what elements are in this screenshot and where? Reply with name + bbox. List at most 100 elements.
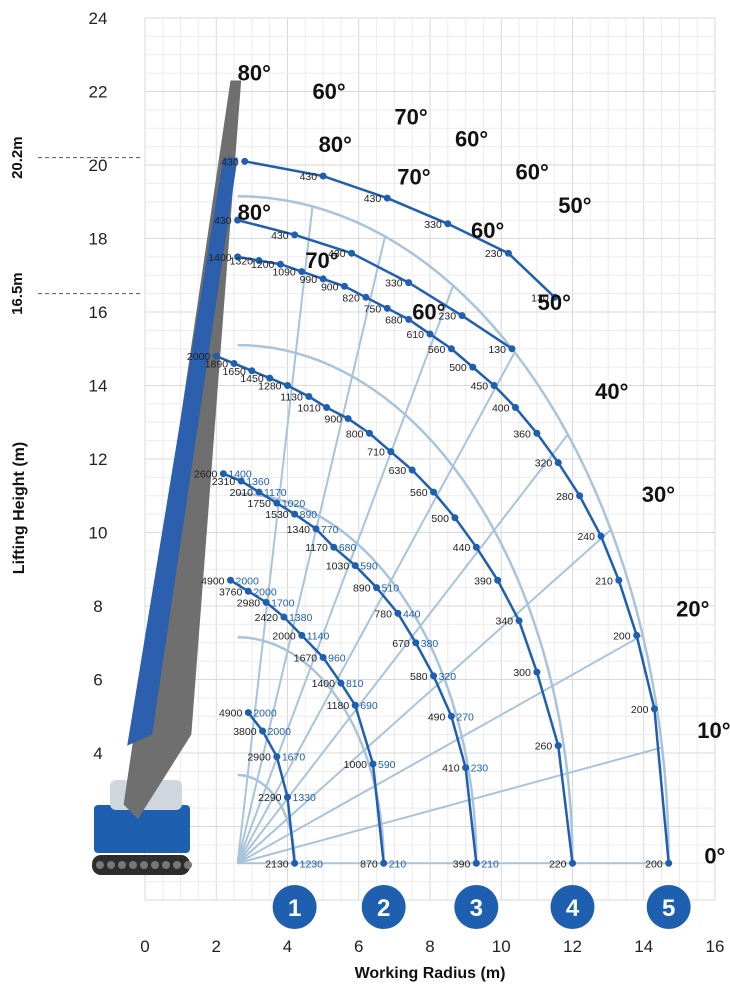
- y-tick-label: 12: [89, 450, 108, 469]
- load-label: 2000: [272, 630, 296, 642]
- data-point: [554, 742, 562, 750]
- load-label: 2000: [187, 351, 211, 363]
- crane-wheel: [129, 861, 137, 869]
- angle-ray: [237, 746, 663, 865]
- load-label-secondary: 1360: [246, 476, 270, 488]
- data-point: [408, 466, 416, 474]
- load-label-secondary: 210: [481, 858, 499, 870]
- load-label: 390: [474, 575, 492, 587]
- load-label: 890: [353, 583, 371, 595]
- data-point: [323, 404, 331, 412]
- crane-wheel: [107, 861, 115, 869]
- x-tick-label: 10: [492, 937, 511, 956]
- data-point: [383, 304, 391, 312]
- load-label: 2600: [194, 469, 218, 481]
- x-tick-label: 14: [634, 937, 653, 956]
- load-label: 3800: [233, 726, 257, 738]
- load-label: 330: [424, 219, 442, 231]
- x-tick-label: 12: [563, 937, 582, 956]
- load-label: 430: [221, 156, 239, 168]
- light-arc: [237, 194, 670, 864]
- x-axis-title: Working Radius (m): [355, 965, 506, 982]
- data-point: [444, 220, 452, 228]
- load-label: 410: [442, 763, 460, 775]
- data-point: [512, 404, 519, 412]
- grid: 0 2 4 6 8 10 12 14 16468101214161820222420.2m16.…: [9, 9, 724, 956]
- light-arc: [237, 635, 385, 864]
- crane-wheel: [140, 861, 148, 869]
- jib-angle-label: 80°: [238, 200, 271, 225]
- load-label-secondary: 1700: [271, 597, 295, 609]
- data-point: [351, 562, 359, 570]
- crane-body: [94, 805, 190, 853]
- data-point: [262, 598, 270, 606]
- jib-top-angle-label: 70°: [394, 105, 427, 130]
- data-point: [298, 631, 306, 639]
- boom-angle-label: 10°: [697, 718, 730, 743]
- data-point: [380, 859, 388, 867]
- load-label: 2420: [255, 612, 279, 624]
- boom-section-badge: [454, 885, 499, 929]
- data-point: [451, 514, 459, 522]
- load-label-secondary: 690: [360, 700, 378, 712]
- series-line: [244, 160, 556, 299]
- load-label: 360: [513, 428, 531, 440]
- data-point: [387, 448, 395, 456]
- load-label-secondary: 1380: [289, 612, 313, 624]
- load-label: 1280: [258, 381, 282, 393]
- boom-angle-label: 70°: [397, 165, 430, 190]
- data-point: [365, 429, 373, 437]
- data-point: [255, 488, 263, 496]
- load-label: 320: [535, 458, 553, 470]
- data-point: [273, 753, 281, 761]
- height-mark-label: 16.5m: [9, 272, 26, 315]
- data-point: [490, 382, 498, 389]
- load-label: 1750: [247, 498, 271, 510]
- data-point: [447, 712, 455, 720]
- x-tick-label: 16: [706, 937, 725, 956]
- data-point: [348, 249, 356, 257]
- series-line: [229, 579, 385, 864]
- x-tick-label: 0: [140, 937, 149, 956]
- y-tick-label: 14: [89, 377, 108, 396]
- load-label-secondary: 380: [421, 638, 439, 650]
- load-label: 500: [431, 513, 449, 525]
- data-point: [255, 257, 263, 265]
- data-point: [241, 157, 249, 165]
- data-point: [462, 764, 470, 772]
- load-label: 610: [406, 329, 424, 341]
- load-label: 330: [385, 278, 403, 290]
- data-point: [369, 760, 377, 768]
- y-tick-label: 6: [93, 671, 102, 690]
- angle-ray: [236, 528, 612, 864]
- y-tick-label: 16: [89, 303, 108, 322]
- data-point: [284, 793, 291, 801]
- data-point: [319, 172, 327, 180]
- height-mark-label: 20.2m: [9, 136, 26, 179]
- load-label: 1340: [287, 524, 311, 536]
- data-point: [458, 312, 466, 320]
- load-label: 1400: [312, 678, 336, 690]
- boom-angle-label: 0°: [704, 843, 725, 868]
- load-label: 780: [374, 608, 392, 620]
- data-point: [394, 609, 402, 617]
- boom-section-number: 1: [288, 895, 301, 922]
- data-point: [405, 315, 413, 323]
- load-label: 2010: [230, 487, 254, 499]
- load-label-secondary: 890: [300, 509, 318, 521]
- boom-angle-label: 20°: [676, 596, 709, 621]
- load-label: 900: [325, 414, 343, 426]
- load-label: 1450: [240, 373, 264, 385]
- data-point: [650, 705, 658, 713]
- load-label: 870: [360, 858, 378, 870]
- jib-top-angle-label: 50°: [558, 193, 591, 218]
- load-label: 490: [428, 711, 446, 723]
- boom-section-number: 2: [377, 895, 390, 922]
- data-point: [447, 345, 455, 353]
- boom-section-number: 5: [662, 895, 675, 922]
- load-label-secondary: 2000: [236, 575, 260, 587]
- load-label: 2290: [258, 792, 282, 804]
- load-label-secondary: 960: [328, 652, 346, 664]
- x-tick-label: 6: [354, 937, 363, 956]
